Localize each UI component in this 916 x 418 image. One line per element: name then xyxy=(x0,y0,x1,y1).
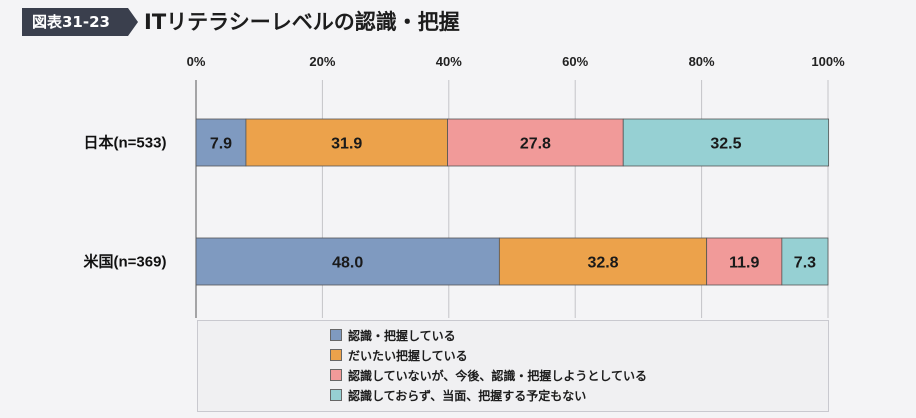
data-label: 7.3 xyxy=(794,255,816,272)
x-tick-label: 100% xyxy=(811,54,845,69)
data-label: 32.5 xyxy=(710,136,741,153)
legend-label: 認識していないが、今後、認識・把握しようとしている xyxy=(348,369,648,383)
data-label: 7.9 xyxy=(210,136,232,153)
bar-segment xyxy=(781,237,829,286)
legend-list: 認識・把握している だいたい把握している認識していないが、今後、認識・把握しようと… xyxy=(330,326,647,406)
bar-segment xyxy=(498,237,708,286)
figure-number-badge: 図表31-23 xyxy=(22,8,128,36)
category-label: 日本(n=533) xyxy=(84,134,167,152)
legend-swatch xyxy=(330,349,342,361)
bar-segment xyxy=(706,237,783,286)
x-tick-label: 80% xyxy=(689,54,715,69)
x-tick-label: 40% xyxy=(436,54,462,69)
legend: 認識・把握している だいたい把握している認識していないが、今後、認識・把握しようと… xyxy=(197,320,829,412)
x-tick-label: 0% xyxy=(187,54,206,69)
legend-label: 認識・把握している xyxy=(348,329,456,343)
legend-item: 認識していないが、今後、認識・把握しようとしている xyxy=(330,366,647,386)
data-label: 11.9 xyxy=(729,255,759,272)
legend-item: 認識しておらず、当面、把握する予定もない xyxy=(330,386,647,406)
bar-segment xyxy=(195,118,247,167)
data-label: 31.9 xyxy=(331,136,362,153)
bar-segment xyxy=(622,118,830,167)
x-tick-label: 20% xyxy=(309,54,335,69)
legend-item: 認識・把握している xyxy=(330,326,647,346)
data-label: 27.8 xyxy=(520,136,551,153)
legend-swatch xyxy=(330,329,342,341)
legend-label: 認識しておらず、当面、把握する予定もない xyxy=(348,389,587,403)
bar-segment xyxy=(245,118,448,167)
legend-item: だいたい把握している xyxy=(330,346,647,366)
badge-arrow-icon xyxy=(128,8,138,36)
data-label: 32.8 xyxy=(587,255,618,272)
category-label: 米国(n=369) xyxy=(84,253,167,271)
legend-swatch xyxy=(330,369,342,381)
legend-label: だいたい把握している xyxy=(348,349,468,363)
x-tick-label: 60% xyxy=(562,54,588,69)
bar-segment xyxy=(447,118,624,167)
legend-swatch xyxy=(330,389,342,401)
data-label: 48.0 xyxy=(332,255,363,272)
chart-title: ITリテラシーレベルの認識・把握 xyxy=(144,10,460,34)
bar-segment xyxy=(195,237,500,286)
